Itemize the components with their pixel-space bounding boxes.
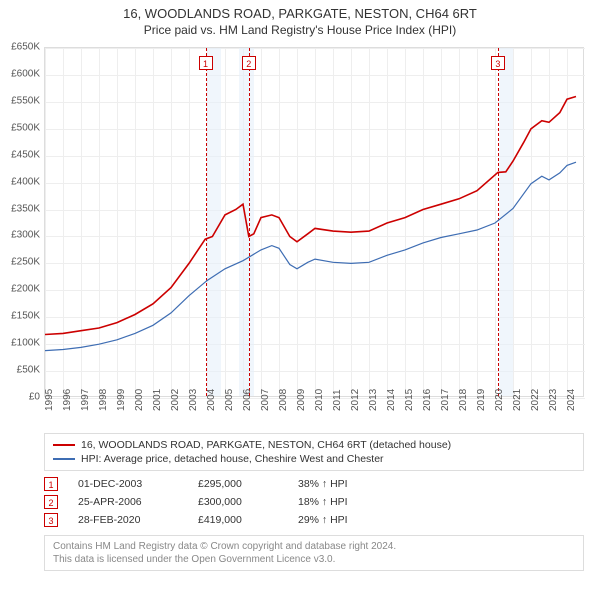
footer-line2: This data is licensed under the Open Gov…	[53, 553, 575, 566]
legend: 16, WOODLANDS ROAD, PARKGATE, NESTON, CH…	[44, 433, 584, 471]
event-number: 1	[44, 477, 58, 491]
x-tick-label: 2006	[242, 389, 253, 411]
y-tick-label: £150K	[0, 311, 40, 322]
x-tick-label: 2004	[206, 389, 217, 411]
y-tick-label: £600K	[0, 68, 40, 79]
x-tick-label: 2016	[422, 389, 433, 411]
x-tick-label: 2019	[476, 389, 487, 411]
x-tick-label: 2013	[368, 389, 379, 411]
event-delta: 38% ↑ HPI	[298, 478, 388, 490]
x-tick-label: 2005	[224, 389, 235, 411]
x-tick-label: 2020	[494, 389, 505, 411]
x-tick-label: 2018	[458, 389, 469, 411]
line-series1	[45, 97, 576, 335]
x-tick-label: 2022	[530, 389, 541, 411]
page-subtitle: Price paid vs. HM Land Registry's House …	[0, 23, 600, 37]
page-title: 16, WOODLANDS ROAD, PARKGATE, NESTON, CH…	[0, 6, 600, 21]
x-tick-label: 2024	[566, 389, 577, 411]
y-tick-label: £400K	[0, 176, 40, 187]
y-tick-label: £0	[0, 392, 40, 403]
swatch-series2	[53, 458, 75, 460]
x-tick-label: 2009	[296, 389, 307, 411]
y-tick-label: £200K	[0, 284, 40, 295]
legend-item-series2: HPI: Average price, detached house, Ches…	[53, 452, 575, 466]
legend-label-series1: 16, WOODLANDS ROAD, PARKGATE, NESTON, CH…	[81, 439, 451, 451]
legend-label-series2: HPI: Average price, detached house, Ches…	[81, 453, 384, 465]
footer-line1: Contains HM Land Registry data © Crown c…	[53, 540, 575, 553]
legend-item-series1: 16, WOODLANDS ROAD, PARKGATE, NESTON, CH…	[53, 438, 575, 452]
y-tick-label: £300K	[0, 230, 40, 241]
y-tick-label: £450K	[0, 149, 40, 160]
footer: Contains HM Land Registry data © Crown c…	[44, 535, 584, 571]
event-list: 1 01-DEC-2003 £295,000 38% ↑ HPI 2 25-APR-200…	[44, 475, 584, 529]
y-tick-label: £500K	[0, 122, 40, 133]
y-tick-label: £50K	[0, 365, 40, 376]
x-tick-label: 2008	[278, 389, 289, 411]
y-tick-label: £250K	[0, 257, 40, 268]
x-tick-label: 1995	[44, 389, 55, 411]
x-tick-label: 2021	[512, 389, 523, 411]
event-number: 2	[44, 495, 58, 509]
x-tick-label: 2012	[350, 389, 361, 411]
x-tick-label: 2011	[332, 389, 343, 411]
x-tick-label: 2007	[260, 389, 271, 411]
event-date: 01-DEC-2003	[78, 478, 178, 490]
event-row: 2 25-APR-2006 £300,000 18% ↑ HPI	[44, 493, 584, 511]
event-delta: 29% ↑ HPI	[298, 514, 388, 526]
x-tick-label: 2002	[170, 389, 181, 411]
y-tick-label: £350K	[0, 203, 40, 214]
x-tick-label: 2015	[404, 389, 415, 411]
event-number: 3	[44, 513, 58, 527]
x-tick-label: 2017	[440, 389, 451, 411]
y-tick-label: £550K	[0, 95, 40, 106]
x-tick-label: 1996	[62, 389, 73, 411]
x-tick-label: 2023	[548, 389, 559, 411]
event-delta: 18% ↑ HPI	[298, 496, 388, 508]
event-price: £295,000	[198, 478, 278, 490]
x-tick-label: 1998	[98, 389, 109, 411]
swatch-series1	[53, 444, 75, 446]
chart: 123 £0 £50K £100K £150K £200K £250K £300K £350K…	[0, 41, 600, 427]
event-row: 3 28-FEB-2020 £419,000 29% ↑ HPI	[44, 511, 584, 529]
event-row: 1 01-DEC-2003 £295,000 38% ↑ HPI	[44, 475, 584, 493]
line-series2	[45, 162, 576, 350]
event-date: 25-APR-2006	[78, 496, 178, 508]
x-tick-label: 2003	[188, 389, 199, 411]
x-tick-label: 2000	[134, 389, 145, 411]
x-tick-label: 2014	[386, 389, 397, 411]
y-tick-label: £100K	[0, 338, 40, 349]
x-tick-label: 1999	[116, 389, 127, 411]
x-tick-label: 2010	[314, 389, 325, 411]
x-tick-label: 1997	[80, 389, 91, 411]
x-tick-label: 2001	[152, 389, 163, 411]
event-date: 28-FEB-2020	[78, 514, 178, 526]
event-price: £419,000	[198, 514, 278, 526]
plot-area: 123	[44, 47, 584, 397]
y-tick-label: £650K	[0, 42, 40, 53]
event-price: £300,000	[198, 496, 278, 508]
